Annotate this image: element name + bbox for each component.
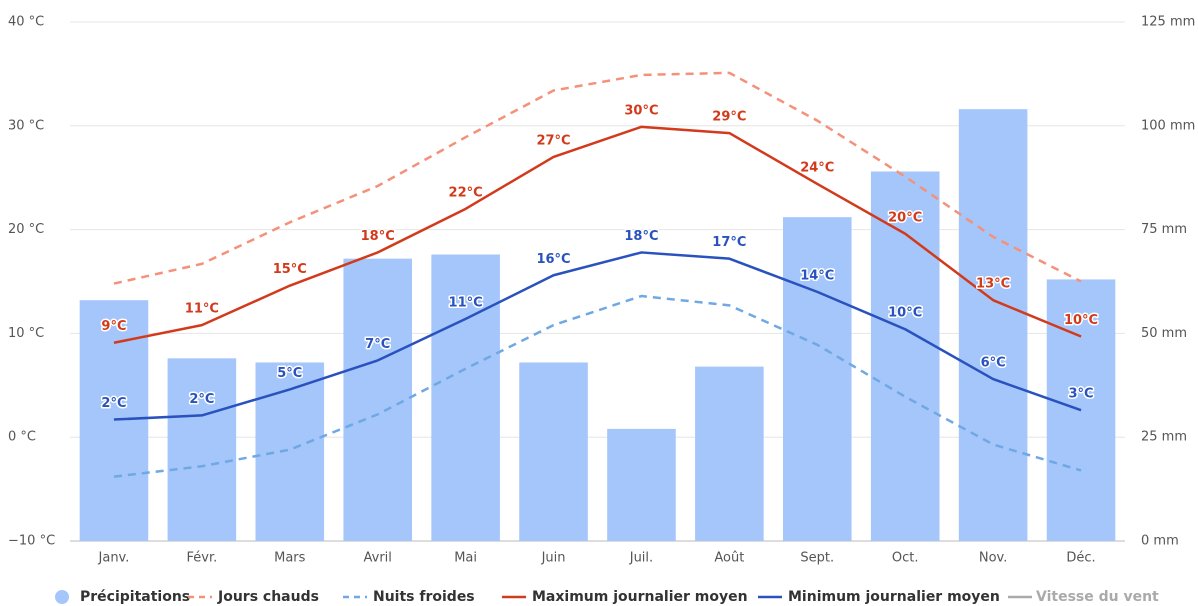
legend-label[interactable]: Précipitations — [80, 589, 190, 605]
y-tick-label: 40 °C — [8, 15, 44, 30]
bar — [255, 362, 325, 541]
bar — [167, 358, 237, 541]
data-label: 9°C — [101, 319, 126, 334]
line — [113, 251, 1082, 421]
data-label: 2°C — [189, 392, 214, 407]
x-tick-label: Févr. — [187, 551, 218, 566]
data-label: 7°C — [365, 337, 390, 352]
legend-label[interactable]: Minimum journalier moyen — [788, 589, 1000, 605]
data-label: 20°C — [888, 210, 922, 225]
x-tick-label: Mars — [274, 551, 306, 566]
legend-label[interactable]: Jours chauds — [217, 589, 319, 605]
y2-tick-label: 25 mm — [1141, 430, 1187, 445]
legend-label[interactable]: Nuits froides — [373, 589, 475, 605]
data-label: 5°C — [277, 366, 302, 381]
data-label: 11°C — [185, 302, 219, 317]
data-label: 10°C — [888, 306, 922, 321]
legend-symbol — [55, 590, 69, 604]
x-tick-label: Mai — [454, 551, 477, 566]
data-label: 16°C — [536, 252, 570, 267]
bar — [870, 171, 940, 542]
y-tick-label: 30 °C — [8, 118, 44, 133]
bar — [958, 109, 1028, 541]
data-label: 17°C — [712, 235, 746, 250]
data-label: 14°C — [800, 268, 834, 283]
bar — [519, 362, 588, 541]
y-tick-label: 0 °C — [8, 430, 36, 445]
y2-tick-label: 0 mm — [1141, 534, 1179, 549]
y-tick-label: 10 °C — [8, 326, 44, 341]
data-label: 11°C — [449, 295, 483, 310]
y-tick-label: 20 °C — [8, 222, 44, 237]
line — [113, 71, 1082, 285]
data-label: 30°C — [624, 103, 658, 118]
x-tick-label: Juin — [541, 551, 566, 566]
y2-tick-label: 50 mm — [1141, 326, 1187, 341]
x-tick-label: Nov. — [979, 551, 1008, 566]
data-label: 13°C — [976, 277, 1010, 292]
data-label: 15°C — [273, 262, 307, 277]
x-tick-label: Août — [714, 551, 744, 566]
data-label: 2°C — [101, 396, 126, 411]
x-tick-label: Sept. — [800, 551, 834, 566]
x-tick-label: Déc. — [1066, 551, 1095, 566]
bar — [783, 217, 852, 542]
data-label: 18°C — [624, 229, 658, 244]
x-tick-label: Avril — [364, 551, 392, 566]
legend-label[interactable]: Vitesse du vent — [1036, 589, 1159, 605]
data-label: 24°C — [800, 160, 834, 175]
x-tick-label: Oct. — [892, 551, 919, 566]
legend-label[interactable]: Maximum journalier moyen — [532, 589, 748, 605]
y2-tick-label: 75 mm — [1141, 222, 1187, 237]
y2-tick-label: 100 mm — [1141, 118, 1195, 133]
y-tick-label: −10 °C — [8, 534, 55, 549]
data-label: 29°C — [712, 110, 746, 125]
bar — [79, 300, 149, 541]
x-tick-label: Juil. — [629, 551, 653, 566]
data-label: 27°C — [536, 133, 570, 148]
bar — [607, 428, 676, 541]
bar — [695, 366, 764, 541]
data-label: 3°C — [1068, 387, 1093, 402]
y2-tick-label: 125 mm — [1141, 15, 1195, 30]
data-label: 6°C — [981, 356, 1006, 371]
data-label: 10°C — [1064, 313, 1098, 328]
data-label: 22°C — [449, 185, 483, 200]
bar — [431, 254, 500, 541]
line — [113, 125, 1082, 344]
bar — [343, 258, 412, 541]
x-tick-label: Janv. — [98, 551, 130, 566]
data-label: 18°C — [361, 229, 395, 244]
